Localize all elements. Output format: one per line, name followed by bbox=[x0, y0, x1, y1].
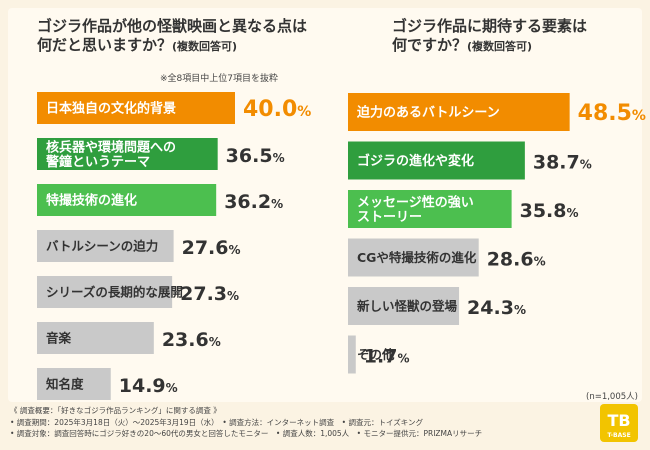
footer-line-3: • 調査対象：調査回答時にゴジラ好きの20～60代の男女と回答したモニター • … bbox=[10, 429, 483, 438]
left-category-label-5: シリーズの長期的な展開 bbox=[46, 285, 183, 300]
left-footnote: ※全8項目中上位7項目を抜粋 bbox=[160, 74, 278, 84]
left-category-label-6: 音楽 bbox=[46, 331, 72, 346]
right-category-label-4: CGや特撮技術の進化 bbox=[357, 250, 477, 265]
left-category-label-1: 日本独自の文化的背景 bbox=[46, 101, 176, 117]
left-category-label-7: 知名度 bbox=[45, 377, 84, 392]
footer-line-2: • 調査期間：2025年3月18日（火）～2025年3月19日（水） • 調査方… bbox=[10, 417, 424, 427]
left-bar-3 bbox=[37, 184, 217, 216]
left-bar-2 bbox=[37, 138, 218, 170]
right-value-label-3: 35.8% bbox=[520, 200, 579, 222]
right-chart-title: ゴジラ作品に期待する要素は 何ですか？(複数回答可) bbox=[392, 17, 588, 54]
left-value-label-3: 36.2% bbox=[224, 191, 283, 213]
right-category-label-3: メッセージ性の強いストーリー bbox=[357, 195, 474, 225]
left-category-label-4: バトルシーンの迫力 bbox=[46, 239, 158, 254]
left-value-label-7: 14.9% bbox=[119, 375, 178, 397]
right-bar-6 bbox=[348, 335, 356, 374]
left-category-label-3: 特撮技術の進化 bbox=[46, 193, 137, 209]
left-value-label-1: 40.0% bbox=[243, 97, 311, 122]
left-bar-1 bbox=[37, 92, 235, 124]
left-title-note: (複数回答可) bbox=[172, 40, 238, 53]
right-title-note: (複数回答可) bbox=[467, 40, 533, 53]
footer-line-1: 《 調査概要：「好きなゴジラ作品ランキング」に関する調査 》 bbox=[10, 406, 221, 415]
left-bar-5 bbox=[37, 276, 173, 308]
right-category-label-6: その他 bbox=[357, 347, 395, 362]
logo-text: T-BASE bbox=[607, 432, 630, 439]
right-bar-2 bbox=[348, 141, 525, 180]
left-bar-7 bbox=[37, 368, 111, 400]
right-category-label-2: ゴジラの進化や変化 bbox=[357, 153, 474, 169]
left-value-label-2: 36.5% bbox=[226, 145, 285, 167]
right-bar-3 bbox=[348, 190, 512, 228]
left-category-label-2: 核兵器や環境問題への警鐘というテーマ bbox=[46, 140, 176, 170]
left-bar-4 bbox=[37, 230, 174, 262]
left-bar-6 bbox=[37, 322, 154, 354]
right-category-label-1: 迫力のあるバトルシーン bbox=[356, 105, 500, 121]
right-bar-1 bbox=[348, 93, 570, 131]
left-value-label-6: 23.6% bbox=[162, 329, 221, 351]
right-category-label-5: 新しい怪獣の登場 bbox=[357, 299, 458, 314]
right-bar-5 bbox=[348, 287, 460, 325]
survey-footer: 《 調査概要：「好きなゴジラ作品ランキング」に関する調査 》 • 調査期間：20… bbox=[10, 405, 482, 440]
left-chart-title: ゴジラ作品が他の怪獣映画と異なる点は 何だと思いますか？(複数回答可) bbox=[37, 17, 308, 54]
right-value-label-6: 1.7% bbox=[364, 346, 410, 368]
right-value-label-5: 24.3% bbox=[467, 297, 526, 319]
left-value-label-4: 27.6% bbox=[182, 237, 241, 259]
sample-size: (n=1,005人) bbox=[586, 392, 638, 402]
right-value-label-2: 38.7% bbox=[533, 152, 592, 174]
right-value-label-1: 48.5% bbox=[578, 101, 646, 126]
logo-mark: TB bbox=[607, 411, 630, 430]
right-bar-4 bbox=[348, 238, 479, 277]
right-value-label-4: 28.6% bbox=[487, 249, 546, 271]
tbase-logo: TB T-BASE bbox=[600, 404, 638, 442]
left-value-label-5: 27.3% bbox=[180, 283, 239, 305]
